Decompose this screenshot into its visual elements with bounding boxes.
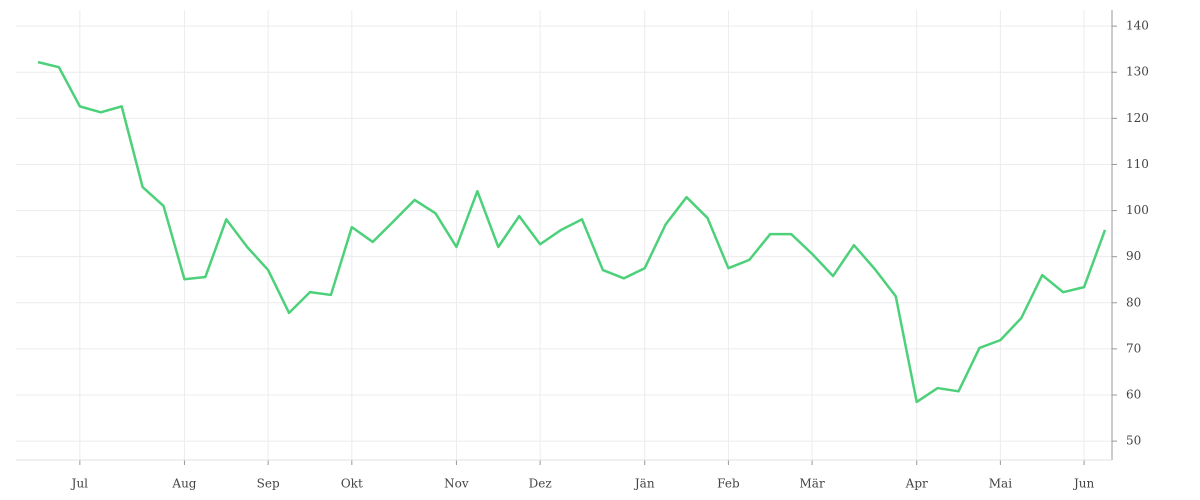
y-tick-label: 120 [1126,111,1149,125]
x-tick-label: Jul [70,477,89,491]
line [37,60,1107,404]
x-tick-label: Jun [1072,477,1095,491]
x-tick-label: Apr [905,477,928,491]
x-tick-label: Okt [341,477,363,491]
y-tick-label: 60 [1126,387,1141,401]
y-tick-label: 130 [1126,65,1149,79]
y-tick-label: 90 [1126,249,1141,263]
x-tick-label: Jän [633,477,655,491]
x-tick-label: Aug [171,477,196,491]
y-tick-label: 50 [1126,434,1141,448]
x-tick-label: Feb [717,477,740,491]
x-tick-label: Dez [529,477,552,491]
y-tick-label: 100 [1126,203,1149,217]
y-tick-label: 70 [1126,341,1141,355]
y-tick-label: 140 [1126,19,1149,33]
x-tick-label: Sep [257,477,280,491]
y-tick-label: 80 [1126,295,1141,309]
x-tick-label: Mai [989,477,1012,491]
y-tick-label: 110 [1126,157,1149,171]
x-tick-label: Mär [800,477,825,491]
x-tick-label: Nov [444,477,469,491]
